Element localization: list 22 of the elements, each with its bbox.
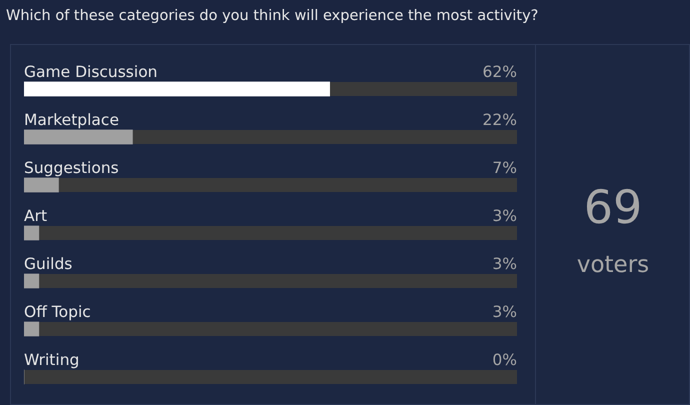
y-tick-label: Guilds xyxy=(24,255,72,273)
bar xyxy=(24,322,40,336)
data-label: 3% xyxy=(492,303,517,321)
y-tick-label: Off Topic xyxy=(24,303,91,321)
data-label: 3% xyxy=(492,255,517,273)
bar xyxy=(24,130,133,144)
y-tick-label: Game Discussion xyxy=(24,63,158,81)
bar xyxy=(24,274,40,288)
bar xyxy=(24,178,59,192)
chart-title: Which of these categories do you think will experience the most activity? xyxy=(6,8,538,24)
data-label: 62% xyxy=(482,63,517,81)
y-tick-label: Art xyxy=(24,207,48,225)
text: 69 xyxy=(582,180,644,234)
y-tick-label: Writing xyxy=(24,351,80,369)
bar xyxy=(24,226,40,240)
data-label: 7% xyxy=(492,159,517,177)
y-tick-label: Marketplace xyxy=(24,111,119,129)
y-tick-label: Suggestions xyxy=(24,159,119,177)
text: voters xyxy=(576,252,650,278)
data-label: 0% xyxy=(492,351,517,369)
data-label: 3% xyxy=(492,207,517,225)
data-label: 22% xyxy=(482,111,517,129)
